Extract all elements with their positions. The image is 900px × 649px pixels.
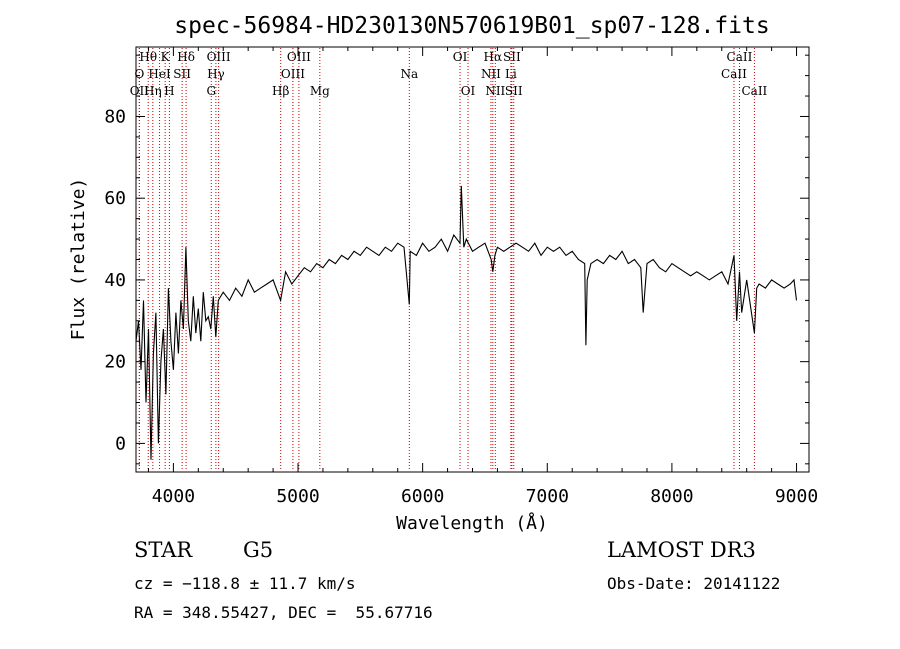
line-label-6: H xyxy=(164,84,174,98)
line-label-3: Hη xyxy=(144,84,162,98)
line-label-13: OIII xyxy=(281,67,305,81)
chart-title: spec-56984-HD230130N570619B01_sp07-128.f… xyxy=(174,13,769,39)
observation-date: Obs-Date: 20141122 xyxy=(607,574,781,593)
line-label-24: SII xyxy=(505,84,523,98)
x-tick-label: 8000 xyxy=(650,486,693,507)
line-label-23: Li xyxy=(505,67,517,81)
line-label-2: OII xyxy=(130,84,150,98)
object-class: STAR xyxy=(134,538,193,562)
line-label-19: Hα xyxy=(484,50,503,64)
line-label-26: CaII xyxy=(721,67,747,81)
line-label-14: Hβ xyxy=(272,84,289,98)
axis-ticks: 4000 5000 6000 7000 8000 9000 0 20 40 60 80 xyxy=(104,47,818,507)
line-label-4: K xyxy=(161,50,171,64)
line-label-27: CaII xyxy=(741,84,767,98)
line-label-25: CaII xyxy=(727,50,753,64)
object-subclass: G5 xyxy=(243,538,274,562)
line-label-5: HeI xyxy=(148,67,171,81)
line-label-0: Hθ xyxy=(139,50,157,64)
line-label-10: Hγ xyxy=(207,67,225,81)
line-label-18: OI xyxy=(461,84,476,98)
redshift-cz: cz = −118.8 ± 11.7 km/s xyxy=(134,574,356,593)
line-label-21: NII xyxy=(485,84,505,98)
y-tick-label: 80 xyxy=(104,106,126,127)
y-tick-label: 60 xyxy=(104,188,126,209)
x-tick-label: 7000 xyxy=(526,486,569,507)
plot-frame xyxy=(135,46,810,473)
survey-label: LAMOST DR3 xyxy=(607,538,756,562)
line-label-16: Na xyxy=(400,67,418,81)
line-label-11: G xyxy=(206,84,216,98)
ra-dec-coordinates: RA = 348.55427, DEC = 55.67716 xyxy=(134,603,433,622)
y-tick-label: 20 xyxy=(104,352,126,373)
flux-line xyxy=(135,185,798,460)
y-axis-title: Flux (relative) xyxy=(68,178,89,341)
line-label-22: SII xyxy=(503,50,521,64)
line-label-20: NII xyxy=(481,67,501,81)
x-axis-title: Wavelength (Å) xyxy=(396,512,548,534)
line-label-12: OIII xyxy=(287,50,311,64)
spectrum-series xyxy=(135,185,798,460)
line-label-7: SII xyxy=(173,67,191,81)
x-tick-label: 4000 xyxy=(152,486,195,507)
y-tick-label: 40 xyxy=(104,270,126,291)
line-label-8: Hδ xyxy=(177,50,195,64)
y-tick-label: 0 xyxy=(115,433,126,454)
line-label-1: O xyxy=(134,67,144,81)
x-tick-label: 9000 xyxy=(775,486,818,507)
x-tick-label: 6000 xyxy=(401,486,444,507)
x-tick-label: 5000 xyxy=(276,486,319,507)
line-label-9: OIII xyxy=(207,50,231,64)
line-label-17: OI xyxy=(453,50,468,64)
line-label-15: Mg xyxy=(310,84,330,98)
